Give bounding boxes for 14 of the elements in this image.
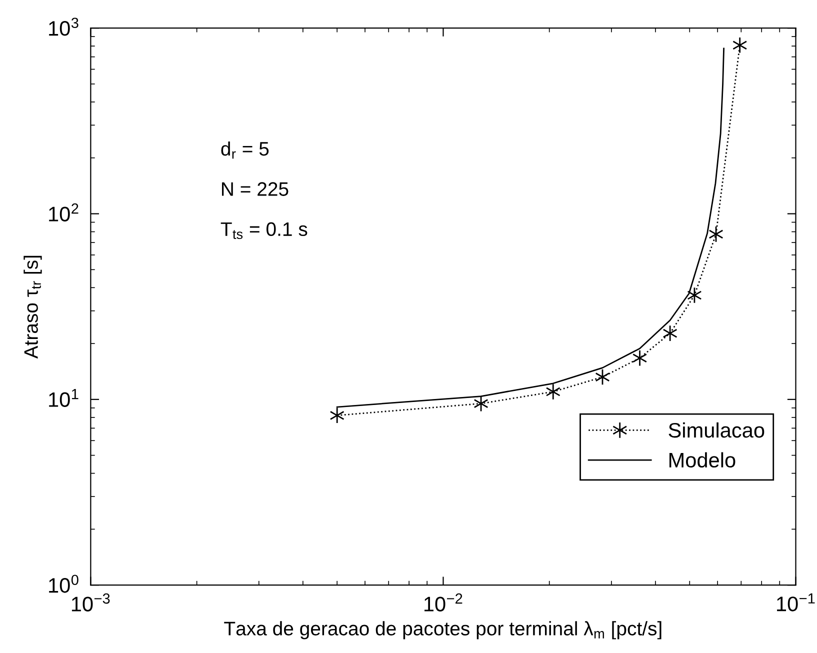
y-tick-label: 10$^{0}$ [49,574,78,593]
annotation: d$_{r}$ = 5 [221,141,269,159]
legend-label: Simulacao [668,422,764,438]
x-axis-title: Taxa de geracao de pacotes por terminal λ$_{m}$ [pct/s] [224,621,662,640]
legend-label: Modelo [669,452,736,468]
annotation: N = 225 [222,182,288,196]
y-tick-label: 10$^{3}$ [49,18,78,36]
x-tick-label: 10$^{−1}$ [777,593,815,612]
x-tick-label: 10$^{−3}$ [72,593,110,612]
annotation: T$_{ts}$ = 0.1 s [220,222,308,240]
y-tick-label: 10$^{2}$ [49,203,78,222]
y-tick-label: 10$^{1}$ [49,389,78,407]
y-axis-title: Atraso τ$_{tr}$ [s] [24,256,42,359]
x-tick-label: 10$^{−2}$ [424,593,462,612]
